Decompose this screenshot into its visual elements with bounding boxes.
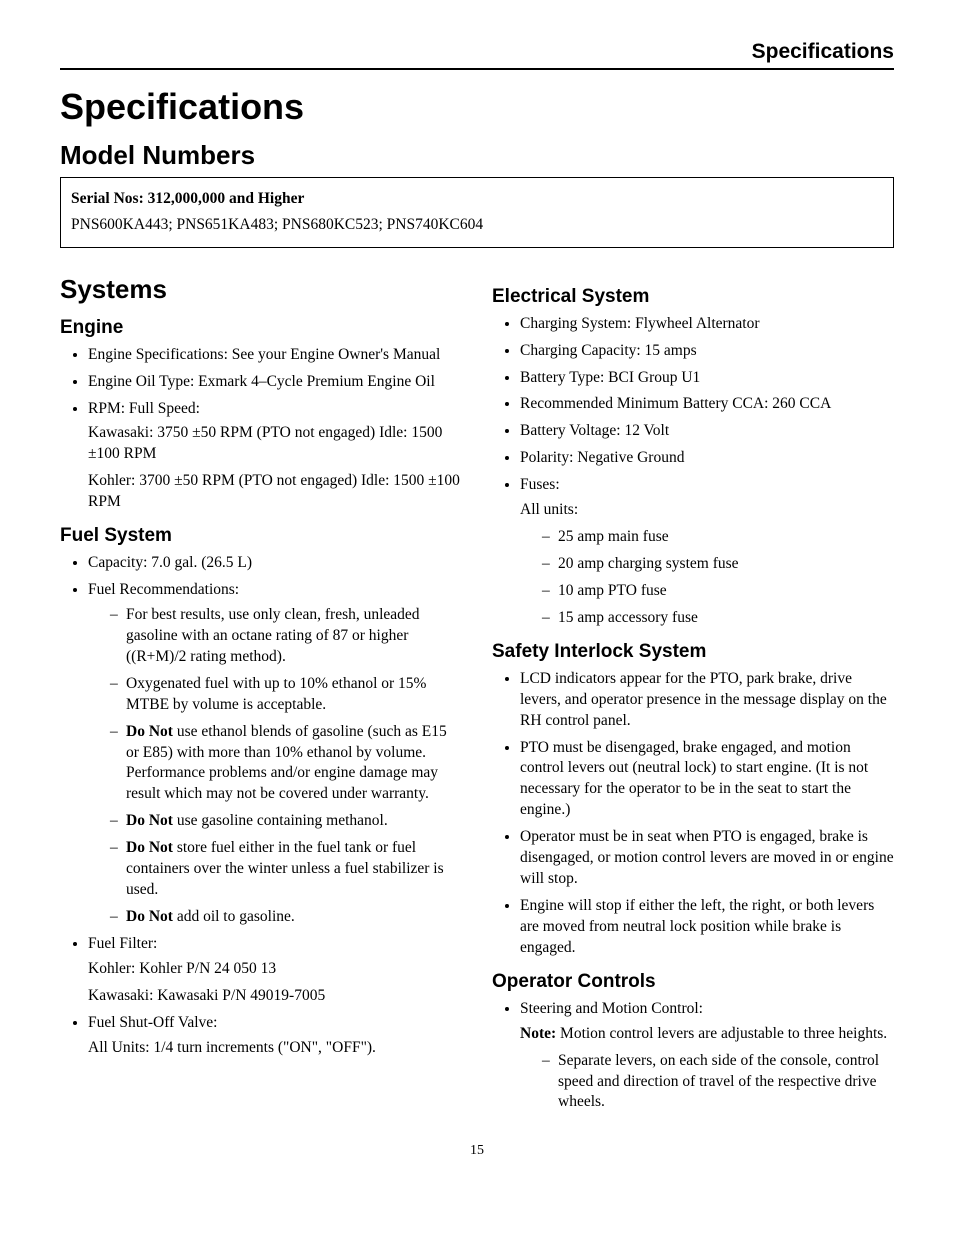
safety-2: PTO must be disengaged, brake engaged, a…	[520, 738, 894, 822]
fuse-4: 15 amp accessory fuse	[542, 608, 894, 629]
right-column: Electrical System Charging System: Flywh…	[492, 262, 894, 1120]
operator-heading: Operator Controls	[492, 971, 894, 993]
safety-4: Engine will stop if either the left, the…	[520, 896, 894, 959]
rec-text: use gasoline containing methanol.	[173, 812, 388, 829]
engine-rpm: RPM: Full Speed: Kawasaki: 3750 ±50 RPM …	[88, 399, 462, 514]
fuse-3: 10 amp PTO fuse	[542, 581, 894, 602]
fuses-label: Fuses:	[520, 476, 560, 493]
bold-text: Do Not	[126, 723, 173, 740]
fuel-rec-1: For best results, use only clean, fresh,…	[110, 605, 462, 668]
op-note: Note: Motion control levers are adjustab…	[520, 1024, 894, 1045]
rec-text: store fuel either in the fuel tank or fu…	[126, 839, 444, 898]
fuel-rec-label: Fuel Recommendations:	[88, 581, 239, 598]
fuse-2: 20 amp charging system fuse	[542, 554, 894, 575]
safety-1: LCD indicators appear for the PTO, park …	[520, 669, 894, 732]
model-numbers-box: Serial Nos: 312,000,000 and Higher PNS60…	[60, 177, 894, 248]
page-number: 15	[60, 1143, 894, 1159]
op-label: Steering and Motion Control:	[520, 1000, 703, 1017]
fuel-rec-2: Oxygenated fuel with up to 10% ethanol o…	[110, 674, 462, 716]
electrical-list: Charging System: Flywheel Alternator Cha…	[492, 314, 894, 629]
rpm-kawasaki: Kawasaki: 3750 ±50 RPM (PTO not engaged)…	[88, 423, 462, 465]
fuses-list: 25 amp main fuse 20 amp charging system …	[520, 527, 894, 629]
content-columns: Systems Engine Engine Specifications: Se…	[60, 262, 894, 1120]
engine-spec: Engine Specifications: See your Engine O…	[88, 345, 462, 366]
elec-5: Battery Voltage: 12 Volt	[520, 421, 894, 442]
fuel-heading: Fuel System	[60, 525, 462, 547]
op-d1: Separate levers, on each side of the con…	[542, 1051, 894, 1114]
page-header: Specifications	[60, 40, 894, 70]
fuel-rec-6: Do Not add oil to gasoline.	[110, 907, 462, 928]
note-text: Motion control levers are adjustable to …	[556, 1025, 887, 1042]
bold-text: Do Not	[126, 839, 173, 856]
elec-1: Charging System: Flywheel Alternator	[520, 314, 894, 335]
shutoff-label: Fuel Shut-Off Valve:	[88, 1014, 217, 1031]
safety-list: LCD indicators appear for the PTO, park …	[492, 669, 894, 959]
fuel-rec-3: Do Not use ethanol blends of gasoline (s…	[110, 722, 462, 806]
filter-kohler: Kohler: Kohler P/N 24 050 13	[88, 959, 462, 980]
filter-label: Fuel Filter:	[88, 935, 157, 952]
header-label: Specifications	[60, 40, 894, 64]
fuel-shutoff: Fuel Shut-Off Valve: All Units: 1/4 turn…	[88, 1013, 462, 1059]
note-bold: Note:	[520, 1025, 556, 1042]
engine-heading: Engine	[60, 317, 462, 339]
left-column: Systems Engine Engine Specifications: Se…	[60, 262, 462, 1120]
op-sublist: Separate levers, on each side of the con…	[520, 1051, 894, 1114]
page-title: Specifications	[60, 86, 894, 128]
fuel-filter: Fuel Filter: Kohler: Kohler P/N 24 050 1…	[88, 934, 462, 1007]
fuel-rec-4: Do Not use gasoline containing methanol.	[110, 811, 462, 832]
engine-list: Engine Specifications: See your Engine O…	[60, 345, 462, 513]
fuel-rec-5: Do Not store fuel either in the fuel tan…	[110, 838, 462, 901]
fuses-all: All units:	[520, 500, 894, 521]
operator-list: Steering and Motion Control: Note: Motio…	[492, 999, 894, 1114]
elec-4: Recommended Minimum Battery CCA: 260 CCA	[520, 394, 894, 415]
model-list: PNS600KA443; PNS651KA483; PNS680KC523; P…	[71, 212, 883, 238]
rpm-kohler: Kohler: 3700 ±50 RPM (PTO not engaged) I…	[88, 471, 462, 513]
rec-text: add oil to gasoline.	[173, 908, 295, 925]
bold-text: Do Not	[126, 908, 173, 925]
fuel-list: Capacity: 7.0 gal. (26.5 L) Fuel Recomme…	[60, 553, 462, 1058]
safety-3: Operator must be in seat when PTO is eng…	[520, 827, 894, 890]
bold-text: Do Not	[126, 812, 173, 829]
fuel-rec: Fuel Recommendations: For best results, …	[88, 580, 462, 928]
fuel-capacity: Capacity: 7.0 gal. (26.5 L)	[88, 553, 462, 574]
serial-nos: Serial Nos: 312,000,000 and Higher	[71, 186, 883, 212]
model-numbers-heading: Model Numbers	[60, 140, 894, 171]
electrical-heading: Electrical System	[492, 286, 894, 308]
elec-fuses: Fuses: All units: 25 amp main fuse 20 am…	[520, 475, 894, 629]
rec-text: use ethanol blends of gasoline (such as …	[126, 723, 447, 803]
safety-heading: Safety Interlock System	[492, 641, 894, 663]
systems-heading: Systems	[60, 274, 462, 305]
elec-2: Charging Capacity: 15 amps	[520, 341, 894, 362]
operator-1: Steering and Motion Control: Note: Motio…	[520, 999, 894, 1114]
fuel-rec-list: For best results, use only clean, fresh,…	[88, 605, 462, 928]
shutoff-text: All Units: 1/4 turn increments ("ON", "O…	[88, 1038, 462, 1059]
engine-oil: Engine Oil Type: Exmark 4–Cycle Premium …	[88, 372, 462, 393]
fuse-1: 25 amp main fuse	[542, 527, 894, 548]
filter-kawasaki: Kawasaki: Kawasaki P/N 49019-7005	[88, 986, 462, 1007]
rpm-label: RPM: Full Speed:	[88, 400, 200, 417]
elec-3: Battery Type: BCI Group U1	[520, 368, 894, 389]
elec-6: Polarity: Negative Ground	[520, 448, 894, 469]
